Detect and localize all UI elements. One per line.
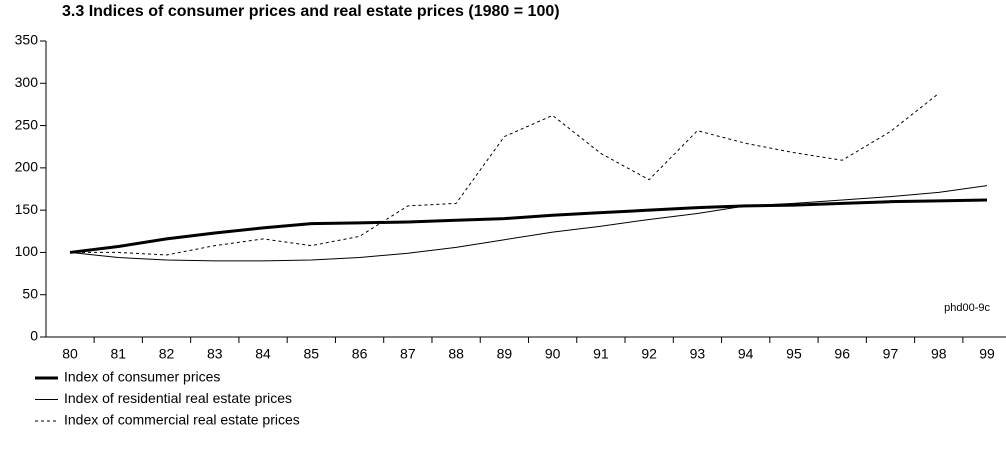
series-line	[70, 93, 940, 256]
x-tick-label: 92	[641, 346, 657, 362]
x-tick-label: 96	[834, 346, 850, 362]
series-line	[69, 185, 988, 262]
x-tick-label: 93	[690, 346, 706, 362]
x-tick-label: 98	[931, 346, 947, 362]
x-tick-label: 88	[448, 346, 464, 362]
y-tick-label: 350	[15, 32, 39, 48]
x-tick-label: 80	[62, 346, 78, 362]
x-tick-label: 81	[110, 346, 126, 362]
y-tick-label: 150	[15, 201, 39, 217]
x-tick-label: 82	[159, 346, 175, 362]
x-tick-label: 97	[883, 346, 899, 362]
x-tick-label: 99	[979, 346, 995, 362]
x-tick-label: 87	[400, 346, 416, 362]
y-tick-label: 250	[15, 116, 39, 132]
y-tick-label: 0	[30, 328, 38, 344]
x-tick-label: 89	[497, 346, 513, 362]
y-tick-label: 100	[15, 243, 39, 259]
legend-label: Index of commercial real estate prices	[64, 412, 300, 428]
annotation: phd00-9c	[944, 302, 990, 314]
x-tick-label: 83	[207, 346, 223, 362]
y-tick-label: 50	[22, 285, 38, 301]
x-tick-label: 90	[545, 346, 561, 362]
x-tick-label: 84	[255, 346, 271, 362]
x-tick-label: 95	[786, 346, 802, 362]
series-line	[69, 198, 988, 254]
x-tick-label: 85	[304, 346, 320, 362]
legend-label: Index of consumer prices	[64, 369, 220, 385]
x-tick-label: 86	[352, 346, 368, 362]
y-tick-label: 300	[15, 74, 39, 90]
chart-title: 3.3 Indices of consumer prices and real …	[62, 3, 560, 20]
x-tick-label: 91	[593, 346, 609, 362]
x-tick-label: 94	[738, 346, 754, 362]
y-tick-label: 200	[15, 159, 39, 175]
legend-label: Index of residential real estate prices	[64, 390, 292, 406]
